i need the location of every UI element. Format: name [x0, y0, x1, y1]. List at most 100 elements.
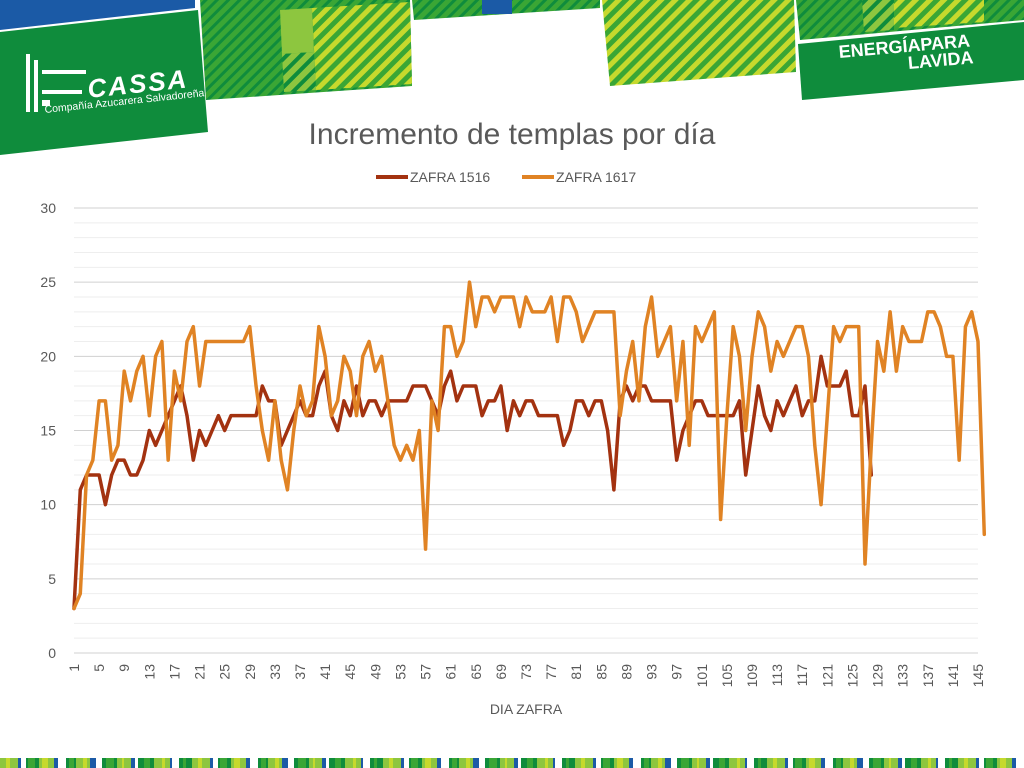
strip-segment [265, 758, 268, 768]
strip-segment [997, 758, 1001, 768]
strip-segment [936, 758, 939, 768]
strip-segment [904, 758, 911, 768]
strip-segment [473, 758, 480, 768]
strip-segment [101, 758, 106, 768]
strip-segment [736, 758, 740, 768]
strip-segment [182, 758, 186, 768]
x-tick-label: 101 [694, 664, 710, 688]
y-tick-label: 25 [40, 274, 56, 290]
strip-segment [335, 758, 342, 768]
strip-segment [718, 758, 725, 768]
strip-segment [888, 758, 891, 768]
legend-label-zafra-1516: ZAFRA 1516 [410, 169, 490, 185]
x-tick-label: 85 [593, 664, 609, 680]
strip-segment [404, 758, 410, 768]
strip-segment [329, 758, 336, 768]
strip-segment [596, 758, 602, 768]
strip-segment [555, 758, 563, 768]
strip-segment [628, 758, 633, 768]
strip-segment [315, 758, 323, 768]
x-tick-label: 61 [443, 664, 459, 680]
strip-segment [910, 758, 917, 768]
strip-segment [640, 758, 644, 768]
strip-segment [698, 758, 706, 768]
strip-segment [500, 758, 506, 768]
strip-segment [808, 758, 815, 768]
strip-segment [840, 758, 843, 768]
x-tick-label: 13 [141, 664, 157, 680]
strip-segment [287, 758, 294, 768]
strip-segment [760, 758, 767, 768]
strip-segment [441, 758, 450, 768]
x-tick-label: 17 [166, 664, 182, 680]
strip-segment [868, 758, 873, 768]
strip-segment [705, 758, 710, 768]
strip-segment [1016, 758, 1024, 768]
strip-segment [249, 758, 258, 768]
x-tick-label: 45 [342, 664, 358, 680]
strip-segment [197, 758, 202, 768]
strip-segment [993, 758, 998, 768]
series-lines [72, 280, 987, 611]
strip-segment [562, 758, 567, 768]
strip-segment [86, 758, 90, 768]
x-tick-label: 5 [91, 664, 107, 672]
strip-segment [137, 758, 144, 768]
strip-segment [47, 758, 54, 768]
strip-segment [149, 758, 154, 768]
strip-segment [739, 758, 745, 768]
strip-segment [964, 758, 969, 768]
strip-segment [409, 758, 412, 768]
strip-segment [832, 758, 836, 768]
x-tick-label: 65 [468, 664, 484, 680]
y-tick-label: 10 [40, 497, 56, 513]
strip-segment [75, 758, 83, 768]
strip-segment [792, 758, 795, 768]
strip-segment [34, 758, 39, 768]
strip-segment [239, 758, 246, 768]
strip-segment [185, 758, 192, 768]
strip-segment [548, 758, 554, 768]
strip-segment [569, 758, 576, 768]
strip-segment [601, 758, 604, 768]
x-tick-label: 97 [669, 664, 685, 680]
strip-segment [676, 758, 681, 768]
strip-segment [5, 758, 10, 768]
strip-segment [313, 758, 316, 768]
cassa-logo-icon [26, 54, 86, 112]
strip-segment [514, 758, 519, 768]
strip-segment [518, 758, 522, 768]
x-tick-label: 69 [493, 664, 509, 680]
strip-segment [949, 758, 953, 768]
strip-segment [209, 758, 213, 768]
strip-segment [274, 758, 279, 768]
strip-segment [361, 758, 364, 768]
strip-segment [281, 758, 288, 768]
strip-segment [489, 758, 498, 768]
strip-segment [353, 758, 357, 768]
strip-segment [113, 758, 117, 768]
x-tick-label: 89 [618, 664, 634, 680]
strip-segment [566, 758, 570, 768]
strip-segment [505, 758, 508, 768]
strip-segment [452, 758, 458, 768]
strip-segment [1000, 758, 1007, 768]
strip-segment [890, 758, 898, 768]
x-tick-label: 25 [217, 664, 233, 680]
strip-segment [9, 758, 18, 768]
strip-segment [164, 758, 170, 768]
y-tick-label: 5 [48, 571, 56, 587]
strip-segment [260, 758, 266, 768]
strip-segment [772, 758, 777, 768]
x-tick-label: 77 [543, 664, 559, 680]
strip-segment [842, 758, 850, 768]
strip-segment [938, 758, 946, 768]
strip-segment [661, 758, 665, 768]
x-tick-label: 133 [895, 664, 911, 688]
strip-segment [648, 758, 651, 768]
strip-segment [389, 758, 394, 768]
strip-segment [57, 758, 66, 768]
strip-segment [305, 758, 309, 768]
strip-segment [245, 758, 250, 768]
